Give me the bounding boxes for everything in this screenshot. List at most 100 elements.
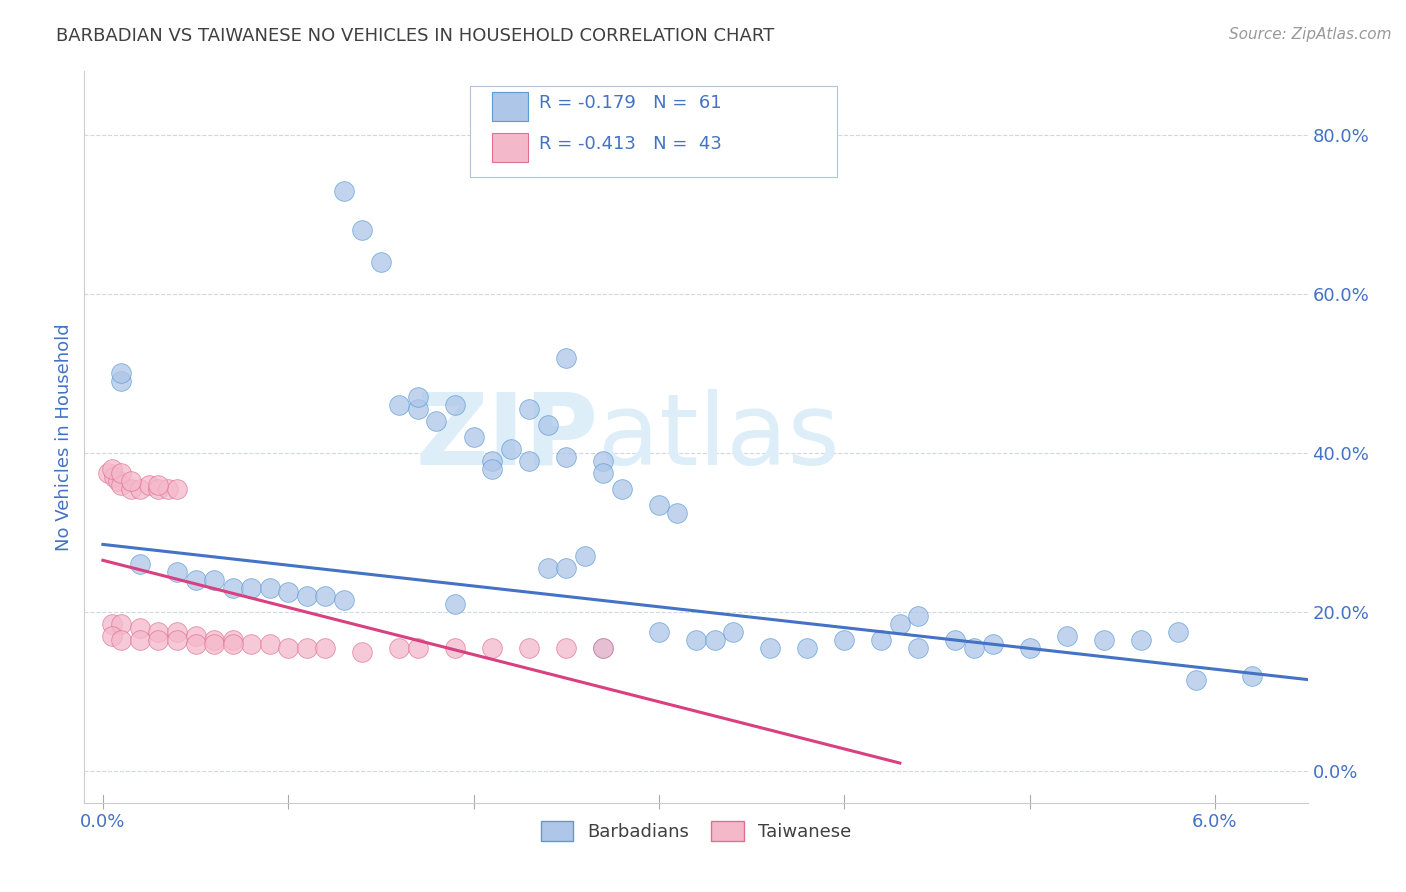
Point	[517, 640, 540, 655]
Point	[166, 624, 188, 639]
Point	[721, 624, 744, 639]
Point	[555, 561, 578, 575]
Point	[333, 184, 356, 198]
Point	[352, 645, 374, 659]
Text: R = -0.413   N =  43: R = -0.413 N = 43	[540, 135, 723, 153]
Point	[129, 482, 152, 496]
Point	[907, 640, 929, 655]
Point	[1018, 640, 1040, 655]
Point	[981, 637, 1004, 651]
Point	[444, 640, 467, 655]
Point	[444, 597, 467, 611]
Point	[537, 561, 560, 575]
Point	[221, 581, 243, 595]
Point	[1056, 629, 1078, 643]
Point	[314, 589, 336, 603]
Point	[202, 632, 225, 647]
Point	[481, 640, 503, 655]
Point	[444, 398, 467, 412]
Point	[832, 632, 855, 647]
Point	[870, 632, 893, 647]
Point	[945, 632, 967, 647]
Point	[314, 640, 336, 655]
Point	[202, 637, 225, 651]
Point	[166, 566, 188, 580]
Point	[499, 442, 522, 456]
Point	[277, 585, 299, 599]
Point	[592, 640, 614, 655]
Point	[907, 609, 929, 624]
Point	[703, 632, 725, 647]
Point	[101, 616, 124, 631]
Text: ZIP: ZIP	[415, 389, 598, 485]
Point	[138, 477, 160, 491]
Point	[796, 640, 818, 655]
Point	[110, 367, 132, 381]
Text: BARBADIAN VS TAIWANESE NO VEHICLES IN HOUSEHOLD CORRELATION CHART: BARBADIAN VS TAIWANESE NO VEHICLES IN HO…	[56, 27, 775, 45]
Point	[481, 454, 503, 468]
Point	[610, 482, 633, 496]
Point	[202, 573, 225, 587]
Point	[406, 402, 429, 417]
Point	[648, 624, 671, 639]
Point	[166, 482, 188, 496]
Point	[148, 624, 170, 639]
Point	[406, 640, 429, 655]
Point	[110, 466, 132, 480]
Point	[370, 255, 392, 269]
Point	[148, 477, 170, 491]
Point	[463, 430, 485, 444]
Point	[481, 462, 503, 476]
Point	[148, 632, 170, 647]
Text: atlas: atlas	[598, 389, 839, 485]
Point	[129, 621, 152, 635]
Point	[129, 558, 152, 572]
Point	[592, 466, 614, 480]
Point	[110, 375, 132, 389]
Point	[963, 640, 986, 655]
FancyBboxPatch shape	[470, 86, 837, 178]
Point	[101, 462, 124, 476]
Text: Source: ZipAtlas.com: Source: ZipAtlas.com	[1229, 27, 1392, 42]
FancyBboxPatch shape	[492, 92, 529, 121]
Point	[555, 640, 578, 655]
Point	[1240, 668, 1263, 682]
Point	[1185, 673, 1208, 687]
Point	[120, 482, 142, 496]
Point	[517, 454, 540, 468]
Point	[759, 640, 782, 655]
Point	[97, 466, 120, 480]
Point	[184, 637, 207, 651]
Legend: Barbadians, Taiwanese: Barbadians, Taiwanese	[533, 814, 859, 848]
Point	[259, 581, 281, 595]
Point	[110, 616, 132, 631]
Point	[388, 640, 411, 655]
Point	[352, 223, 374, 237]
Point	[685, 632, 707, 647]
Point	[666, 506, 689, 520]
Point	[103, 470, 125, 484]
Point	[240, 637, 263, 651]
Point	[517, 402, 540, 417]
Point	[592, 454, 614, 468]
Point	[148, 482, 170, 496]
Point	[574, 549, 596, 564]
Point	[295, 640, 318, 655]
FancyBboxPatch shape	[492, 133, 529, 162]
Point	[592, 640, 614, 655]
Point	[648, 498, 671, 512]
Point	[120, 474, 142, 488]
Point	[406, 390, 429, 404]
Point	[1129, 632, 1152, 647]
Point	[388, 398, 411, 412]
Point	[110, 632, 132, 647]
Point	[889, 616, 911, 631]
Point	[259, 637, 281, 651]
Text: R = -0.179   N =  61: R = -0.179 N = 61	[540, 94, 723, 112]
Point	[107, 474, 129, 488]
Point	[295, 589, 318, 603]
Point	[555, 351, 578, 365]
Point	[537, 418, 560, 433]
Point	[129, 632, 152, 647]
Point	[184, 629, 207, 643]
